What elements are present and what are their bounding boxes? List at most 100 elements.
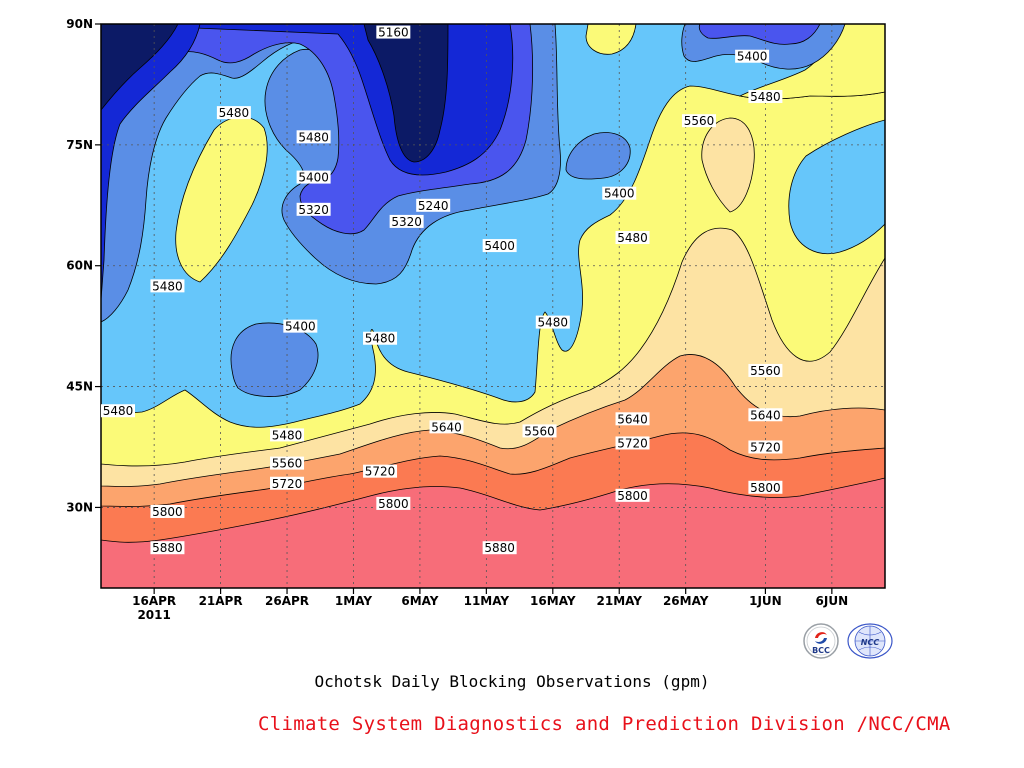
- svg-text:5480: 5480: [365, 332, 396, 346]
- contour-label: 5400: [602, 186, 637, 201]
- contour-label: 5480: [150, 279, 185, 293]
- logos: BCC NCC: [800, 622, 896, 664]
- contour-label: 5400: [283, 319, 318, 334]
- blob-5400-may: [565, 132, 631, 180]
- svg-text:5480: 5480: [617, 231, 648, 245]
- x-tick-label: 16MAY: [530, 594, 576, 608]
- band-5240-west: [101, 24, 201, 301]
- svg-text:5720: 5720: [617, 436, 648, 450]
- contour-label: 5480: [216, 106, 251, 120]
- contour-label: 5480: [363, 331, 398, 346]
- bcc-logo: BCC: [803, 623, 839, 659]
- contour-label: 5160: [376, 25, 411, 40]
- ncc-logo-text: NCC: [861, 638, 880, 647]
- contour-label: 5560: [270, 456, 305, 471]
- svg-text:5800: 5800: [378, 497, 409, 511]
- contour-label: 5880: [482, 541, 517, 555]
- ncc-logo: NCC: [847, 623, 893, 659]
- x-tick-label: 21MAY: [597, 594, 643, 608]
- contour-label: 5480: [296, 130, 331, 144]
- svg-text:5720: 5720: [272, 477, 303, 491]
- svg-text:5400: 5400: [737, 50, 768, 64]
- x-tick-label: 1JUN: [749, 594, 782, 608]
- svg-text:5240: 5240: [418, 199, 449, 213]
- svg-text:5480: 5480: [750, 90, 781, 104]
- x-tick-label: 11MAY: [464, 594, 510, 608]
- svg-text:5880: 5880: [152, 541, 183, 555]
- svg-text:5560: 5560: [272, 457, 303, 471]
- contour-label: 5800: [748, 480, 783, 495]
- svg-text:5400: 5400: [298, 171, 329, 185]
- contour-label: 5560: [522, 424, 557, 438]
- blob-5640-jun: [701, 117, 755, 213]
- blob-5320-jun: [698, 24, 821, 45]
- contour-label: 5560: [681, 114, 716, 128]
- plot-frame: [100, 23, 886, 589]
- y-tick-label: 60N: [66, 259, 93, 273]
- y-tick-label: 90N: [66, 17, 93, 31]
- svg-text:5480: 5480: [103, 404, 134, 418]
- y-tick-label: 75N: [66, 138, 93, 152]
- contour-label: 5640: [748, 408, 783, 422]
- contour-label: 5800: [376, 496, 411, 511]
- svg-text:5640: 5640: [617, 412, 648, 426]
- svg-text:5480: 5480: [272, 428, 303, 442]
- blob-5560-top: [585, 24, 637, 55]
- contour-label: 5560: [748, 363, 783, 378]
- contour-label: 5720: [363, 464, 398, 479]
- svg-text:5800: 5800: [750, 481, 781, 495]
- svg-text:5560: 5560: [684, 114, 715, 128]
- svg-text:5400: 5400: [604, 187, 635, 201]
- contour-label: 5800: [615, 488, 650, 503]
- y-tick-label: 45N: [66, 380, 93, 394]
- svg-text:5480: 5480: [538, 316, 569, 330]
- svg-text:5720: 5720: [365, 465, 396, 479]
- x-tick-label: 26MAY: [663, 594, 709, 608]
- svg-text:5320: 5320: [391, 215, 422, 229]
- blob-5480-east: [788, 119, 885, 255]
- chart-title: Ochotsk Daily Blocking Observations (gpm…: [314, 672, 710, 691]
- year-label: 2011: [137, 608, 170, 622]
- contour-label: 5640: [615, 412, 650, 426]
- x-tick-label: 1MAY: [335, 594, 372, 608]
- svg-text:5320: 5320: [298, 203, 329, 217]
- x-axis: 16APR 21APR 26APR 1MAY 6MAY 11MAY 16MAY 21MAY 26…: [132, 588, 848, 622]
- contour-label: 5320: [296, 202, 331, 217]
- x-tick-label: 6MAY: [401, 594, 438, 608]
- svg-text:5640: 5640: [431, 420, 462, 434]
- x-tick-label: 26APR: [265, 594, 309, 608]
- x-tick-label: 16APR: [132, 594, 176, 608]
- svg-text:5480: 5480: [298, 130, 329, 144]
- x-tick-label: 6JUN: [816, 594, 849, 608]
- contour-label: 5720: [748, 440, 783, 455]
- contour-label: 5400: [735, 49, 770, 64]
- svg-text:5160: 5160: [378, 26, 409, 40]
- blob-5400-apr: [230, 322, 319, 397]
- svg-text:5560: 5560: [524, 424, 555, 438]
- bcc-logo-text: BCC: [812, 646, 830, 655]
- credit-text: Climate System Diagnostics and Predictio…: [258, 713, 951, 735]
- svg-text:5640: 5640: [750, 408, 781, 422]
- contour-label: 5400: [296, 170, 331, 185]
- svg-text:5880: 5880: [484, 541, 515, 555]
- contour-labels: 5160 5400 5480 5480 5480 5560 5400 5320 5240 5320…: [101, 25, 783, 555]
- svg-text:5400: 5400: [285, 320, 316, 334]
- svg-text:5560: 5560: [750, 364, 781, 378]
- contour-label: 5720: [615, 436, 650, 450]
- contour-label: 5320: [389, 214, 424, 229]
- contour-label: 5400: [482, 239, 517, 253]
- contour-label: 5720: [270, 476, 305, 491]
- x-tick-label: 21APR: [199, 594, 243, 608]
- grid: [101, 24, 885, 588]
- contour-label: 5880: [150, 541, 185, 555]
- svg-text:5720: 5720: [750, 441, 781, 455]
- svg-text:5480: 5480: [152, 279, 183, 293]
- svg-text:5800: 5800: [617, 489, 648, 503]
- y-tick-label: 30N: [66, 500, 93, 514]
- svg-text:5400: 5400: [484, 239, 515, 253]
- contour-label: 5640: [429, 420, 464, 434]
- svg-text:5800: 5800: [152, 505, 183, 519]
- core-5160-n: [363, 24, 449, 163]
- contour-label: 5480: [270, 428, 305, 442]
